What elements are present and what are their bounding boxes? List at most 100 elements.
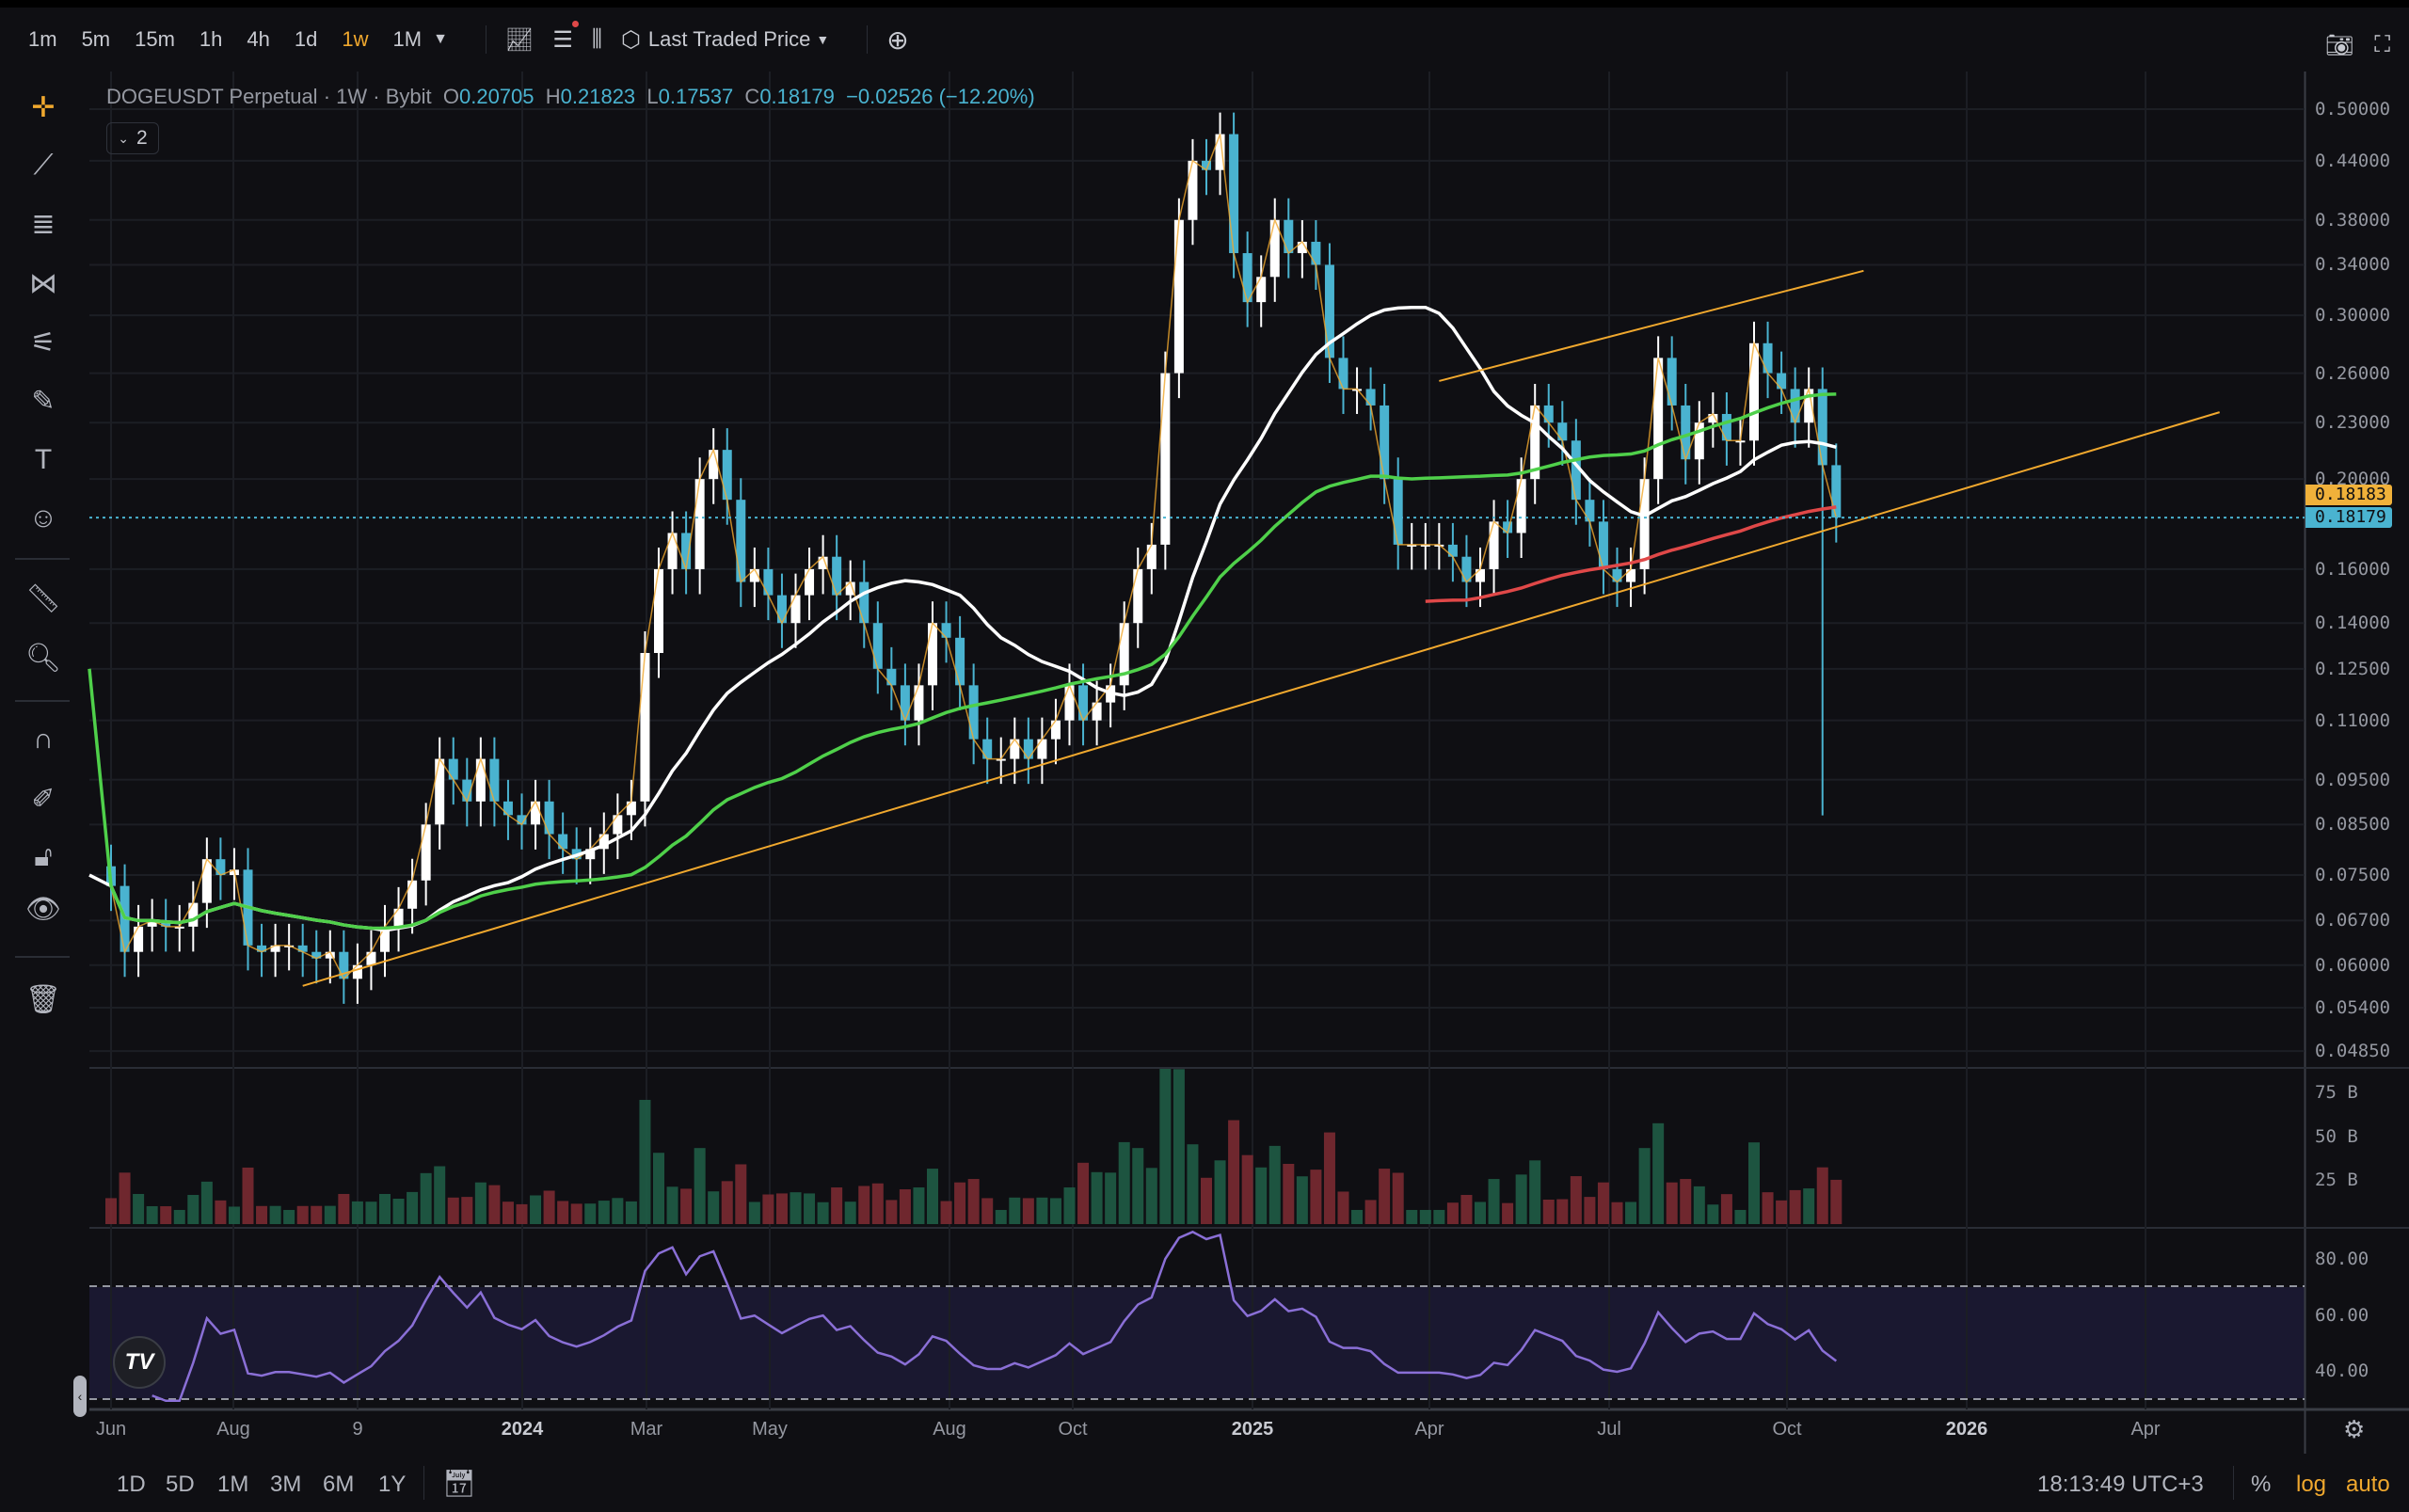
volume-bar — [1337, 1191, 1349, 1224]
timeframe-1m[interactable]: 1m — [28, 27, 57, 51]
candle-body — [352, 964, 362, 979]
symbol-name[interactable]: DOGEUSDT Perpetual — [106, 85, 318, 108]
candle-body — [1365, 389, 1376, 406]
time-label: Oct — [1772, 1419, 1802, 1440]
eye-icon[interactable]: 👁︎ — [24, 893, 62, 925]
range-1d[interactable]: 1D — [117, 1472, 146, 1497]
crosshair-icon[interactable]: ✛ — [31, 91, 56, 123]
emoji-icon[interactable]: ☺ — [28, 502, 58, 533]
volume-bar — [1433, 1209, 1445, 1224]
range-1m[interactable]: 1M — [217, 1472, 249, 1497]
candle-body — [928, 623, 937, 686]
candle-body — [776, 595, 787, 624]
candle-body — [1831, 465, 1842, 518]
volume-bar — [1214, 1160, 1226, 1224]
candle-body — [818, 556, 828, 569]
range-3m[interactable]: 3M — [270, 1472, 302, 1497]
divider — [2233, 1466, 2234, 1500]
volume-bar — [530, 1195, 542, 1224]
volume-bar — [215, 1200, 227, 1224]
range-5d[interactable]: 5D — [166, 1472, 195, 1497]
volume-bar — [200, 1181, 213, 1224]
brush-icon[interactable]: ✎ — [31, 385, 56, 417]
candle-body — [1489, 521, 1499, 569]
volume-bar — [1091, 1171, 1103, 1224]
candle-body — [134, 926, 144, 952]
magnet-icon[interactable]: ∩ — [33, 724, 54, 755]
candle-body — [1639, 479, 1650, 569]
auto-toggle[interactable]: auto — [2346, 1472, 2390, 1497]
trash-icon[interactable]: 🗑︎ — [24, 983, 62, 1015]
lock-icon[interactable]: 🔓︎ — [34, 841, 53, 872]
moving-average-slow — [1425, 505, 1837, 603]
timeframe-1d[interactable]: 1d — [294, 27, 318, 51]
horizontal-lines-icon[interactable]: ≣ — [31, 208, 56, 240]
last-price-badge: 0.18179 — [2305, 507, 2392, 529]
range-6m[interactable]: 6M — [323, 1472, 355, 1497]
volume-bar — [666, 1186, 678, 1224]
candle-body — [1749, 342, 1759, 441]
timeframe-4h[interactable]: 4h — [247, 27, 270, 51]
candle-body — [1461, 556, 1472, 582]
volume-bar — [502, 1202, 514, 1224]
candle-body — [1790, 389, 1800, 423]
time-label: Oct — [1058, 1419, 1088, 1440]
candle-body — [1598, 521, 1608, 569]
candle-body — [544, 801, 554, 835]
volume-bar — [187, 1195, 199, 1224]
candle-body — [1543, 405, 1554, 423]
trendline — [302, 411, 2220, 987]
scroll-handle[interactable]: ‹ — [73, 1376, 87, 1417]
timeframe-dropdown-icon[interactable]: ▼ — [433, 31, 448, 47]
indicators-icon[interactable]: 📈︎ — [504, 26, 534, 53]
fib-retracement-icon[interactable]: ⚟ — [30, 326, 56, 358]
candle-body — [1557, 422, 1568, 441]
volume-bar — [296, 1205, 309, 1224]
add-icon[interactable]: ⊕ — [886, 24, 909, 55]
price-source-icon[interactable]: ⬡ — [620, 26, 641, 53]
percent-toggle[interactable]: % — [2251, 1472, 2272, 1497]
candle-body — [640, 653, 650, 802]
clock[interactable]: 18:13:49 UTC+3 — [2037, 1472, 2204, 1497]
candle-body — [585, 849, 596, 860]
pattern-icon[interactable]: ⋈ — [29, 267, 57, 299]
price-source-select[interactable]: Last Traded Price — [647, 27, 811, 51]
volume-bar — [1803, 1188, 1815, 1224]
zoom-in-icon[interactable]: 🔍︎ — [24, 642, 62, 674]
timeframe-15m[interactable]: 15m — [135, 27, 175, 51]
fullscreen-icon[interactable]: ⛶ — [2374, 32, 2390, 57]
log-toggle[interactable]: log — [2296, 1472, 2327, 1497]
text-icon[interactable]: T — [34, 444, 53, 475]
moving-average-fast — [88, 305, 1837, 932]
timeframe-1w[interactable]: 1w — [342, 27, 369, 51]
timeframe-1h[interactable]: 1h — [199, 27, 223, 51]
go-to-date-icon[interactable]: 📅︎ — [442, 1469, 476, 1498]
rsi-line — [152, 1230, 1838, 1403]
candle-body — [161, 920, 171, 927]
range-1y[interactable]: 1Y — [378, 1472, 407, 1497]
price-axis-label: 0.08500 — [2315, 814, 2391, 836]
candle-body — [1284, 219, 1294, 254]
ruler-icon[interactable]: 📏︎ — [24, 582, 62, 614]
volume-bar — [283, 1209, 295, 1224]
trendline-icon[interactable]: ⟋ — [33, 150, 54, 181]
volume-axis-label: 75 B — [2315, 1082, 2358, 1103]
volume-bar — [338, 1193, 350, 1224]
lock-drawing-icon[interactable]: ✐ — [31, 783, 56, 815]
timeframe-1M[interactable]: 1M — [392, 27, 423, 51]
price-axis-label: 0.09500 — [2315, 769, 2391, 790]
change-value: −0.02526 (−12.20%) — [846, 85, 1035, 108]
price-axis-label: 0.05400 — [2315, 996, 2391, 1018]
candle-type-icon[interactable]: ⫼ — [591, 26, 602, 52]
volume-bar — [1105, 1172, 1117, 1224]
camera-icon[interactable]: 📷︎ — [2324, 33, 2354, 58]
chart-settings-icon[interactable]: ☰ — [552, 20, 579, 54]
candle-body — [558, 834, 568, 850]
collapse-indicators-button[interactable]: ⌄ 2 — [106, 122, 159, 154]
timeframe-5m[interactable]: 5m — [81, 27, 111, 51]
axis-settings-icon[interactable]: ⚙ — [2343, 1415, 2366, 1443]
volume-bar — [324, 1205, 336, 1224]
tradingview-logo[interactable]: TV — [113, 1336, 166, 1389]
price-source-dropdown-icon[interactable]: ▼ — [816, 32, 830, 47]
